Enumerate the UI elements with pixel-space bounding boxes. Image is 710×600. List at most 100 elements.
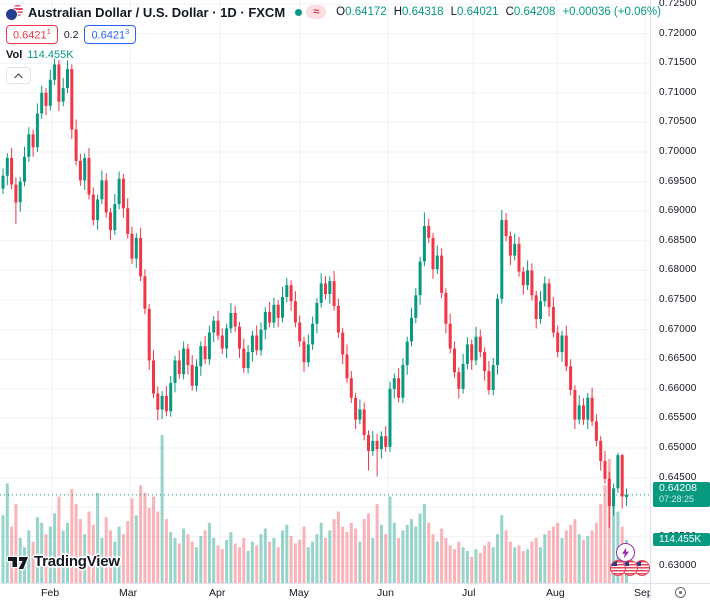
candle-body — [147, 308, 151, 361]
candle-body — [388, 388, 392, 447]
candle-body — [612, 488, 616, 507]
volume-bar — [414, 526, 418, 583]
bid-price: 0.6421 — [13, 29, 47, 42]
volume-bar — [35, 517, 39, 583]
volume-bar — [564, 530, 568, 583]
candle-body — [319, 283, 323, 303]
volume-bar — [156, 511, 160, 583]
market-status-dot-icon[interactable] — [295, 8, 303, 16]
volume-bar — [104, 517, 108, 583]
volume-bar — [130, 498, 134, 583]
volume-bar — [113, 541, 117, 583]
volume-bar — [521, 551, 525, 583]
candle-body — [212, 320, 216, 333]
candle-body — [44, 92, 48, 106]
volume-bar — [293, 543, 297, 583]
volume-bar — [547, 530, 551, 583]
volume-bar — [40, 522, 44, 583]
volume-bar — [362, 519, 366, 583]
volume-bar — [255, 545, 259, 583]
price-tick-label: 0.64500 — [659, 472, 697, 483]
candle-body — [293, 301, 297, 323]
candle-body — [384, 436, 388, 447]
volume-bar — [371, 537, 375, 583]
candle-body — [392, 378, 396, 389]
candle-body — [207, 332, 211, 360]
candle-body — [345, 354, 349, 379]
bid-ask-row: 0.64211 0.2 0.64213 — [6, 24, 661, 45]
candle-body — [57, 64, 61, 102]
price-scale-settings-icon[interactable] — [675, 586, 686, 598]
candle-body — [121, 178, 125, 209]
volume-bar — [83, 534, 87, 583]
volume-bar — [551, 526, 555, 583]
volume-bar — [233, 543, 237, 583]
price-tick-label: 0.71000 — [659, 87, 697, 98]
volume-bar — [332, 519, 336, 583]
volume-bar — [375, 504, 379, 583]
candle-body — [453, 348, 456, 373]
candle-body — [78, 160, 82, 181]
volume-bar — [203, 530, 207, 583]
candle-body — [255, 335, 259, 351]
market-closed-icon[interactable]: ≈ — [306, 5, 327, 19]
volume-bar — [216, 545, 220, 583]
volume-bar — [143, 492, 147, 583]
volume-bar — [478, 552, 482, 583]
candlestick-canvas[interactable] — [0, 0, 650, 583]
candle-body — [91, 194, 95, 221]
last-price-value: 0.64208 — [659, 482, 697, 494]
price-tick-label: 0.68500 — [659, 235, 697, 246]
volume-bar — [349, 522, 353, 583]
volume-bar — [586, 536, 590, 583]
low-value: L0.64021 — [451, 6, 499, 18]
volume-bar — [186, 534, 190, 583]
candle-body — [521, 271, 525, 286]
time-tick-label-jun: Jun — [377, 587, 394, 599]
candle-body — [616, 455, 620, 489]
close-label: C — [505, 6, 514, 18]
price-axis[interactable]: 0.72500 0.72000 0.71500 0.71000 0.70500 0.700… — [650, 0, 710, 583]
time-axis[interactable]: Feb Mar Apr May Jun Jul Aug Sep — [0, 583, 653, 600]
candle-body — [577, 405, 581, 420]
candle-body — [414, 295, 418, 318]
candle-body — [517, 243, 521, 272]
bid-price-fraction: 1 — [46, 26, 51, 36]
candle-body — [229, 313, 233, 329]
candle-body — [40, 92, 44, 114]
volume-bar — [444, 537, 448, 583]
price-chart-pane[interactable]: Australian Dollar / U.S. Dollar · 1D · F… — [0, 0, 661, 583]
volume-bar — [74, 504, 78, 583]
flagged-symbols-cluster[interactable] — [610, 560, 654, 578]
volume-bar — [173, 537, 177, 583]
volume-bar — [324, 537, 327, 583]
candle-body — [285, 285, 289, 297]
volume-bar — [66, 522, 69, 583]
candle-body — [410, 317, 413, 342]
bar-countdown-timer: 07:28:25 — [659, 494, 695, 504]
collapse-legend-button[interactable] — [6, 67, 31, 84]
price-tick-label: 0.67500 — [659, 294, 697, 305]
sell-bid-button[interactable]: 0.64211 — [6, 24, 58, 45]
symbol-title[interactable]: Australian Dollar / U.S. Dollar · 1D · F… — [28, 4, 286, 20]
candle-body — [328, 281, 332, 295]
tradingview-logo[interactable]: TradingView — [6, 553, 120, 571]
candle-body — [586, 397, 590, 420]
volume-bar — [401, 530, 405, 583]
candle-body — [74, 129, 78, 161]
buy-ask-button[interactable]: 0.64213 — [84, 24, 137, 45]
instant-trading-button[interactable] — [616, 543, 635, 562]
volume-bar — [190, 541, 194, 583]
volume-bar — [392, 522, 396, 583]
candle-body — [504, 220, 508, 237]
candle-body — [130, 233, 134, 259]
volume-bar — [405, 524, 409, 583]
volume-bar — [199, 536, 203, 583]
time-tick-label-sep: Sep — [634, 587, 653, 599]
volume-bar — [152, 496, 155, 583]
time-tick-label-jul: Jul — [462, 587, 476, 599]
candle-body — [302, 341, 306, 363]
candle-body — [109, 212, 112, 231]
candle-body — [590, 397, 594, 422]
volume-legend-row[interactable]: Vol 114.455K — [6, 49, 661, 61]
